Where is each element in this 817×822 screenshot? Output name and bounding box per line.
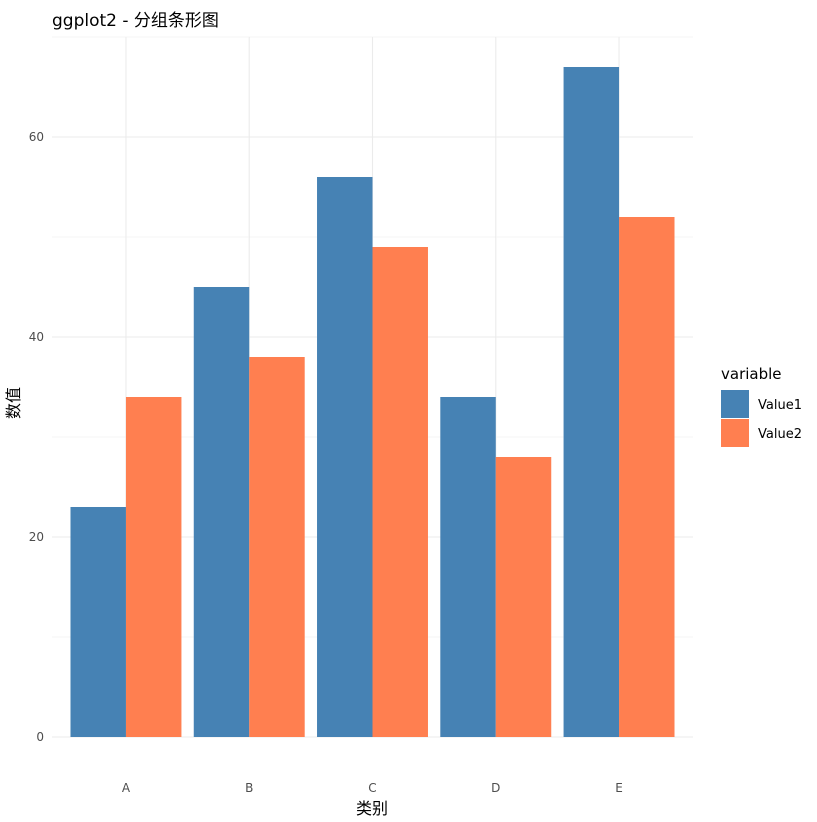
bar-B-Value1	[193, 287, 250, 737]
bar-C-Value1	[317, 177, 373, 737]
x-tick-label: A	[122, 781, 131, 795]
bar-E-Value2	[619, 217, 675, 737]
legend-title: variable	[721, 365, 782, 383]
y-tick-label: 60	[29, 130, 44, 144]
y-axis-title: 数值	[4, 387, 23, 419]
x-tick-label: C	[368, 781, 376, 795]
y-axis-ticks: 0 20 40 60	[29, 130, 44, 744]
bar-A-Value1	[70, 507, 126, 737]
chart-title: ggplot2 - 分组条形图	[52, 11, 219, 31]
bar-A-Value2	[125, 397, 182, 737]
bar-C-Value2	[372, 247, 428, 737]
legend-key-Value2	[721, 419, 749, 447]
x-tick-label: E	[615, 781, 623, 795]
y-tick-label: 20	[29, 530, 44, 544]
legend-label-Value1: Value1	[758, 398, 802, 413]
x-axis-title: 类别	[356, 799, 388, 818]
legend: variable Value1 Value2	[721, 365, 802, 447]
bar-B-Value2	[249, 357, 305, 737]
x-tick-label: B	[245, 781, 253, 795]
bar-D-Value2	[495, 457, 552, 737]
y-tick-label: 0	[36, 730, 44, 744]
legend-items: Value1 Value2	[721, 390, 802, 447]
bar-D-Value1	[440, 397, 496, 737]
bars	[70, 67, 675, 737]
y-tick-label: 40	[29, 330, 44, 344]
bar-E-Value1	[563, 67, 620, 737]
x-axis-ticks: A B C D E	[122, 781, 623, 795]
legend-key-Value1	[721, 390, 749, 418]
x-tick-label: D	[491, 781, 500, 795]
legend-label-Value2: Value2	[758, 427, 802, 442]
